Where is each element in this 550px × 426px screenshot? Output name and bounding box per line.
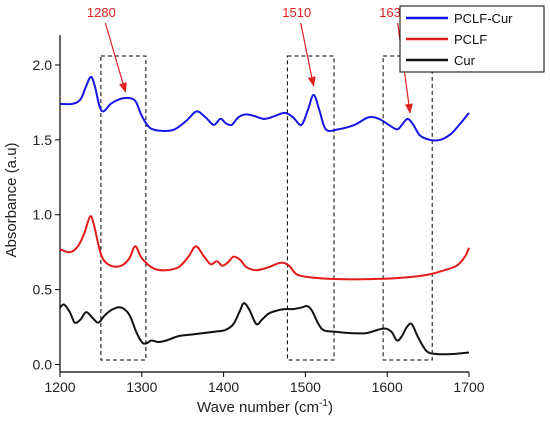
- x-axis-ticks: 1200 1300 1400 1500 1600 1700: [44, 372, 485, 395]
- series-line-pclf-cur: [59, 75, 470, 142]
- x-tick-label: 1600: [372, 379, 403, 395]
- series-line-cur: [59, 302, 470, 356]
- y-tick-label: 0.5: [33, 282, 53, 298]
- y-axis-ticks: 0.0 0.5 1.0 1.5 2.0: [33, 57, 60, 373]
- x-tick-label: 1500: [290, 379, 321, 395]
- annotation-label: 1510: [282, 5, 311, 20]
- x-tick-label: 1400: [208, 379, 239, 395]
- x-axis-title: Wave number (cm-1): [197, 398, 333, 416]
- legend-label-cur: Cur: [454, 53, 476, 68]
- spectra-series: [59, 75, 470, 356]
- series-line-pclf: [59, 215, 470, 281]
- highlight-region-box: [382, 55, 433, 361]
- x-tick-label: 1200: [44, 379, 75, 395]
- y-axis-title: Absorbance (a.u): [3, 142, 20, 257]
- y-tick-label: 1.5: [33, 132, 53, 148]
- x-tick-label: 1300: [126, 379, 157, 395]
- annotation-arrow: [300, 22, 316, 87]
- y-tick-label: 1.0: [33, 207, 53, 223]
- annotation-arrow: [104, 22, 127, 93]
- plot-frame: [59, 35, 469, 373]
- highlight-region-box: [286, 55, 335, 361]
- x-tick-label: 1700: [453, 379, 484, 395]
- highlight-regions: 1280 1510 1630: [87, 5, 433, 361]
- y-tick-label: 0.0: [33, 357, 53, 373]
- legend: PCLF-Cur PCLF Cur: [399, 5, 545, 73]
- x-axis-title-superscript: -1: [319, 398, 328, 409]
- highlight-region-box: [100, 55, 147, 361]
- y-tick-label: 2.0: [33, 57, 53, 73]
- legend-label-pclf: PCLF: [454, 32, 487, 47]
- legend-label-pclf-cur: PCLF-Cur: [454, 11, 513, 26]
- annotation-label: 1280: [87, 5, 116, 20]
- x-axis-title-main: Wave number (cm: [197, 399, 319, 416]
- x-axis-title-tail: ): [328, 399, 333, 416]
